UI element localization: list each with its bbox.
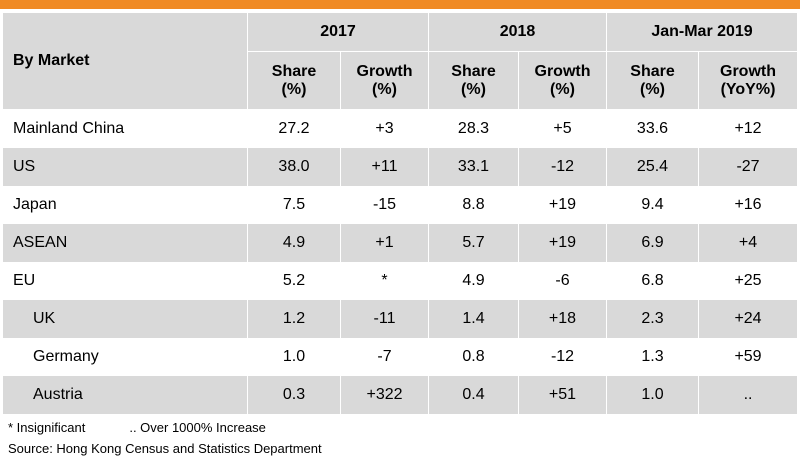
table-row: Japan 7.5 -15 8.8 +19 9.4 +16 bbox=[2, 186, 799, 224]
table-cell: -7 bbox=[340, 338, 429, 376]
table-cell: +16 bbox=[697, 186, 799, 224]
footnotes: * Insignificant .. Over 1000% Increase So… bbox=[8, 417, 322, 459]
table-cell: +11 bbox=[340, 148, 429, 186]
table-cell: 7.5 bbox=[247, 186, 341, 224]
subheader-growth: Growth (%) bbox=[340, 51, 429, 110]
table-cell: +1 bbox=[340, 224, 429, 262]
by-market-header: By Market bbox=[2, 12, 248, 110]
subheader-share: Share (%) bbox=[428, 51, 519, 110]
table-cell: 1.3 bbox=[606, 338, 699, 376]
market-name: Germany bbox=[2, 338, 248, 376]
table-row: UK 1.2 -11 1.4 +18 2.3 +24 bbox=[2, 300, 799, 338]
table-cell: -12 bbox=[518, 338, 607, 376]
table-row: Mainland China 27.2 +3 28.3 +5 33.6 +12 bbox=[2, 109, 799, 148]
table-row: ASEAN 4.9 +1 5.7 +19 6.9 +4 bbox=[2, 224, 799, 262]
market-name: EU bbox=[2, 262, 248, 300]
table-cell: +4 bbox=[697, 224, 799, 262]
market-name: ASEAN bbox=[2, 224, 248, 262]
table-cell: 1.2 bbox=[247, 300, 341, 338]
subheader-share: Share (%) bbox=[247, 51, 341, 110]
market-name: Mainland China bbox=[2, 109, 248, 148]
market-share-table: By Market 2017 2018 Jan-Mar 2019 Share (%… bbox=[2, 11, 799, 414]
table-cell: +3 bbox=[340, 109, 429, 148]
table-row: Austria 0.3 +322 0.4 +51 1.0 .. bbox=[2, 376, 799, 414]
table-cell: 1.0 bbox=[606, 376, 699, 414]
table-cell: -11 bbox=[340, 300, 429, 338]
table-cell: -15 bbox=[340, 186, 429, 224]
table-cell: 27.2 bbox=[247, 109, 341, 148]
table-cell: 28.3 bbox=[428, 109, 519, 148]
table-cell: 25.4 bbox=[606, 148, 699, 186]
table-cell: 5.7 bbox=[428, 224, 519, 262]
table-cell: +322 bbox=[340, 376, 429, 414]
table-cell: 0.3 bbox=[247, 376, 341, 414]
table-cell: 6.9 bbox=[606, 224, 699, 262]
table-cell: -12 bbox=[518, 148, 607, 186]
table-cell: 2.3 bbox=[606, 300, 699, 338]
table-cell: +5 bbox=[518, 109, 607, 148]
table-cell: 1.0 bbox=[247, 338, 341, 376]
year-header-2019: Jan-Mar 2019 bbox=[605, 11, 799, 53]
table-cell: 0.4 bbox=[428, 376, 519, 414]
table-row: Germany 1.0 -7 0.8 -12 1.3 +59 bbox=[2, 338, 799, 376]
table-cell: +24 bbox=[697, 300, 799, 338]
table-cell: 33.1 bbox=[428, 148, 519, 186]
market-name: Japan bbox=[2, 186, 248, 224]
table-cell: 0.8 bbox=[428, 338, 519, 376]
table-cell: +19 bbox=[518, 224, 607, 262]
table-row: US 38.0 +11 33.1 -12 25.4 -27 bbox=[2, 148, 799, 186]
table-cell: 1.4 bbox=[428, 300, 519, 338]
table-cell: 4.9 bbox=[247, 224, 341, 262]
top-accent-bar bbox=[0, 0, 800, 9]
market-name: UK bbox=[2, 300, 248, 338]
year-header-2018: 2018 bbox=[428, 11, 607, 53]
source-note: Source: Hong Kong Census and Statistics … bbox=[8, 441, 322, 456]
table-row: EU 5.2 * 4.9 -6 6.8 +25 bbox=[2, 262, 799, 300]
year-header-2017: 2017 bbox=[247, 11, 429, 53]
over-increase-note: .. Over 1000% Increase bbox=[129, 420, 266, 435]
subheader-growth: Growth (YoY%) bbox=[697, 51, 799, 110]
table-cell: +51 bbox=[518, 376, 607, 414]
table-cell: 38.0 bbox=[247, 148, 341, 186]
table-cell: +19 bbox=[518, 186, 607, 224]
table-cell: +59 bbox=[697, 338, 799, 376]
table-cell: 9.4 bbox=[606, 186, 699, 224]
table-cell: +12 bbox=[697, 109, 799, 148]
market-name: Austria bbox=[2, 376, 248, 414]
table-cell: 33.6 bbox=[606, 109, 699, 148]
table-cell: +18 bbox=[518, 300, 607, 338]
table-cell: 6.8 bbox=[606, 262, 699, 300]
subheader-growth: Growth (%) bbox=[518, 51, 607, 110]
market-name: US bbox=[2, 148, 248, 186]
table-cell: 8.8 bbox=[428, 186, 519, 224]
table-cell: .. bbox=[697, 376, 799, 414]
table-cell: -6 bbox=[518, 262, 607, 300]
table-cell: * bbox=[340, 262, 429, 300]
table-cell: 5.2 bbox=[247, 262, 341, 300]
table-cell: -27 bbox=[697, 148, 799, 186]
subheader-share: Share (%) bbox=[606, 51, 699, 110]
insignificant-note: * Insignificant bbox=[8, 420, 86, 435]
table-cell: +25 bbox=[697, 262, 799, 300]
table-cell: 4.9 bbox=[428, 262, 519, 300]
